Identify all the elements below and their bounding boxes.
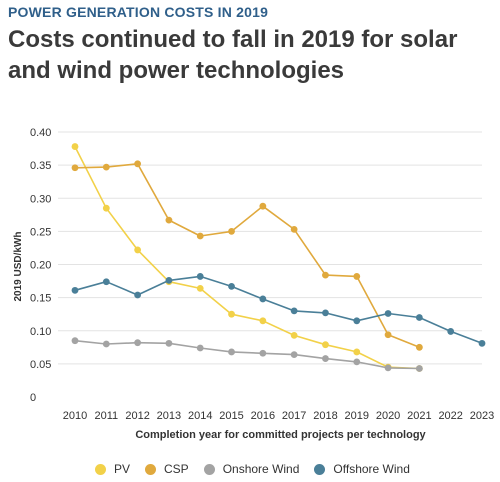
y-tick-label-1: 0.05	[30, 359, 51, 371]
x-tick-label-2023: 2023	[470, 410, 494, 422]
line-chart: 0 0.05 0.10 0.15 0.20 0.25 0.30 0.35 0.40 2010 201…	[13, 127, 494, 441]
data-point-pv-2014	[196, 284, 204, 292]
y-tick-label-7: 0.35	[30, 160, 51, 172]
data-point-onshore-wind-2018	[322, 355, 329, 362]
data-point-onshore-wind-2012	[134, 339, 142, 347]
data-point-csp-2010	[71, 164, 79, 172]
data-point-onshore-wind-2013	[165, 339, 173, 347]
y-tick-label-3: 0.15	[30, 293, 51, 305]
data-point-csp-2018	[322, 271, 329, 279]
data-point-offshore-wind-2023	[478, 339, 486, 347]
legend-item-csp: CSP	[145, 462, 189, 476]
data-point-pv-2010	[71, 143, 79, 150]
x-tick-label-2010: 2010	[63, 410, 87, 422]
data-point-onshore-wind-2021	[415, 365, 423, 372]
series-line-onshore-wind	[74, 339, 420, 370]
y-tick-label-4: 0.20	[30, 260, 51, 272]
legend-dot-csp	[145, 463, 157, 475]
data-point-onshore-wind-2011	[102, 340, 110, 348]
data-point-onshore-wind-2020	[384, 364, 392, 372]
x-tick-label-2019: 2019	[345, 410, 369, 422]
legend-dot-onshore-wind	[203, 463, 215, 475]
x-tick-label-2022: 2022	[438, 410, 462, 422]
data-point-offshore-wind-2017	[290, 307, 298, 315]
y-tick-label-5: 0.25	[30, 226, 51, 238]
x-tick-label-2011: 2011	[94, 410, 118, 422]
data-point-csp-2020	[384, 331, 392, 339]
x-tick-label-2021: 2021	[407, 410, 431, 422]
y-tick-label-6: 0.30	[30, 193, 51, 205]
legend-dot-offshore-wind	[314, 463, 326, 475]
data-point-csp-2019	[353, 273, 361, 280]
data-point-onshore-wind-2014	[196, 344, 204, 352]
data-point-offshore-wind-2019	[353, 317, 361, 325]
data-point-offshore-wind-2013	[165, 277, 173, 284]
data-point-csp-2012	[134, 160, 142, 168]
data-point-offshore-wind-2014	[196, 273, 204, 280]
data-point-onshore-wind-2010	[71, 337, 79, 345]
x-tick-label-2014: 2014	[188, 410, 212, 422]
chart-legend: PV CSP Onshore Wind Offshore Wind	[95, 462, 425, 476]
x-tick-label-2012: 2012	[125, 410, 149, 422]
data-point-offshore-wind-2011	[102, 278, 110, 286]
data-point-offshore-wind-2010	[71, 286, 79, 294]
data-point-csp-2014	[196, 232, 204, 240]
data-point-pv-2012	[134, 246, 142, 254]
chart-title: Costs continued to fall in 2019 for sola…	[8, 26, 458, 84]
legend-label-pv: PV	[114, 462, 131, 476]
data-point-offshore-wind-2018	[322, 309, 329, 317]
legend-item-onshore-wind: Onshore Wind	[203, 462, 300, 476]
legend-label-offshore-wind: Offshore Wind	[333, 462, 410, 476]
legend-dot-pv	[95, 463, 106, 475]
series-line-pv	[74, 146, 420, 370]
data-point-csp-2017	[290, 225, 298, 233]
data-point-offshore-wind-2021	[415, 314, 423, 321]
chart-kicker: POWER GENERATION COSTS IN 2019	[8, 4, 269, 20]
data-point-pv-2017	[290, 331, 298, 339]
y-axis-title: 2019 USD/kWh	[13, 231, 24, 301]
data-point-pv-2011	[102, 204, 110, 212]
data-point-csp-2011	[102, 163, 110, 171]
data-point-pv-2018	[322, 341, 329, 349]
series-line-csp	[74, 163, 420, 349]
legend-label-onshore-wind: Onshore Wind	[222, 462, 300, 476]
data-point-onshore-wind-2015	[228, 348, 235, 356]
data-point-offshore-wind-2015	[228, 282, 235, 290]
data-point-offshore-wind-2020	[384, 310, 392, 317]
legend-label-csp: CSP	[164, 462, 189, 476]
data-point-onshore-wind-2017	[290, 351, 298, 358]
x-tick-label-2018: 2018	[313, 410, 337, 422]
x-tick-label-2013: 2013	[157, 410, 181, 422]
x-axis-title: Completion year for committed projects p…	[135, 429, 426, 441]
data-point-csp-2015	[228, 227, 235, 235]
x-tick-label-2017: 2017	[282, 410, 306, 422]
y-tick-label-0: 0	[30, 392, 36, 404]
x-tick-label-2016: 2016	[251, 410, 275, 422]
legend-item-pv: PV	[95, 462, 130, 476]
series-line-offshore-wind	[74, 275, 483, 345]
data-point-offshore-wind-2012	[134, 291, 142, 299]
legend-item-offshore-wind: Offshore Wind	[314, 462, 410, 476]
y-tick-label-8: 0.40	[30, 127, 51, 139]
y-tick-label-2: 0.10	[30, 326, 51, 338]
data-point-pv-2016	[259, 317, 267, 325]
data-point-csp-2016	[259, 202, 267, 210]
data-point-csp-2013	[165, 216, 173, 224]
data-point-csp-2021	[415, 343, 423, 351]
data-point-onshore-wind-2019	[353, 358, 361, 366]
data-point-pv-2019	[353, 348, 361, 356]
data-point-pv-2015	[228, 310, 235, 318]
data-point-offshore-wind-2022	[447, 328, 455, 335]
x-tick-label-2020: 2020	[376, 410, 400, 422]
x-tick-label-2015: 2015	[219, 410, 243, 422]
data-point-offshore-wind-2016	[259, 295, 267, 303]
data-point-onshore-wind-2016	[259, 349, 267, 357]
